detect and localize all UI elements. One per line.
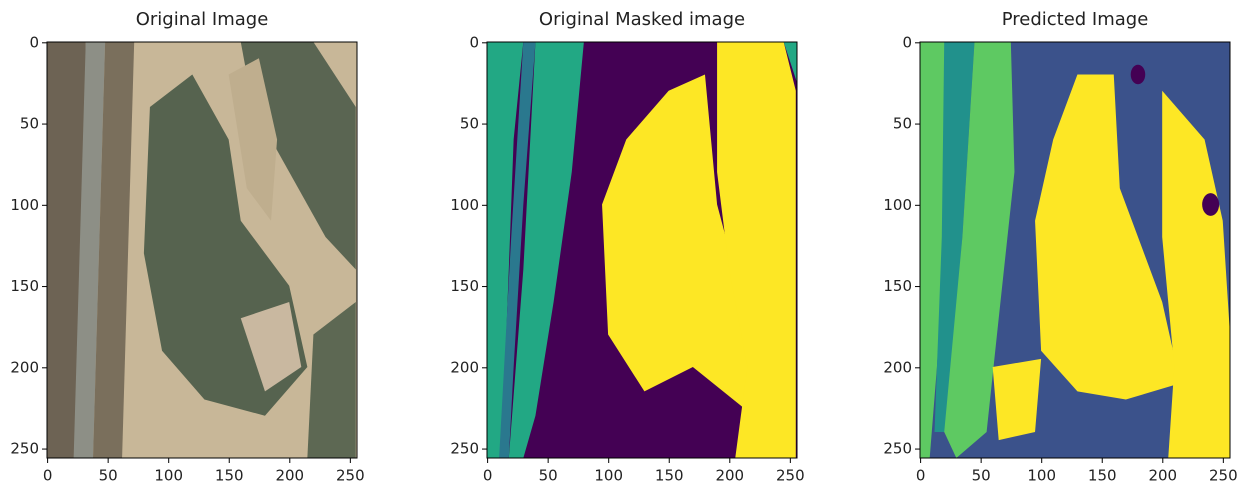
x-tick-label: 50 <box>539 467 558 485</box>
y-tick-label: 0 <box>29 33 39 51</box>
x-tick-label: 0 <box>916 467 926 485</box>
x-tick-label: 100 <box>1027 467 1056 485</box>
image-predicted <box>920 42 1230 458</box>
y-tick-label: 250 <box>883 440 912 458</box>
x-tick-label: 0 <box>483 467 493 485</box>
chart-title: Predicted Image <box>1002 9 1149 30</box>
x-tick-label: 50 <box>99 467 118 485</box>
chart-title: Original Image <box>136 9 269 30</box>
x-tick-label: 200 <box>715 467 744 485</box>
figure: Original Image05010015020025005010015020… <box>0 0 1251 496</box>
y-tick-label: 250 <box>10 440 39 458</box>
x-tick-label: 100 <box>594 467 623 485</box>
x-tick-label: 0 <box>43 467 53 485</box>
x-tick-label: 250 <box>776 467 805 485</box>
x-tick-label: 100 <box>154 467 183 485</box>
x-tick-label: 200 <box>275 467 304 485</box>
y-tick-label: 150 <box>10 277 39 295</box>
y-tick-label: 50 <box>460 115 479 133</box>
x-tick-label: 150 <box>215 467 244 485</box>
y-tick-label: 150 <box>883 277 912 295</box>
y-tick-label: 250 <box>450 440 479 458</box>
y-tick-label: 50 <box>20 115 39 133</box>
x-tick-label: 50 <box>972 467 991 485</box>
y-tick-label: 0 <box>902 33 912 51</box>
x-tick-label: 200 <box>1148 467 1177 485</box>
y-tick-label: 100 <box>10 196 39 214</box>
y-tick-label: 50 <box>893 115 912 133</box>
image-mask <box>487 42 797 458</box>
y-tick-label: 100 <box>450 196 479 214</box>
y-tick-label: 200 <box>10 358 39 376</box>
x-tick-label: 250 <box>1209 467 1238 485</box>
x-tick-label: 250 <box>336 467 365 485</box>
y-tick-label: 100 <box>883 196 912 214</box>
chart-title: Original Masked image <box>539 9 745 30</box>
x-tick-label: 150 <box>1088 467 1117 485</box>
y-tick-label: 0 <box>469 33 479 51</box>
y-tick-label: 200 <box>883 358 912 376</box>
y-tick-label: 200 <box>450 358 479 376</box>
image-original <box>47 42 357 458</box>
x-tick-label: 150 <box>655 467 684 485</box>
y-tick-label: 150 <box>450 277 479 295</box>
